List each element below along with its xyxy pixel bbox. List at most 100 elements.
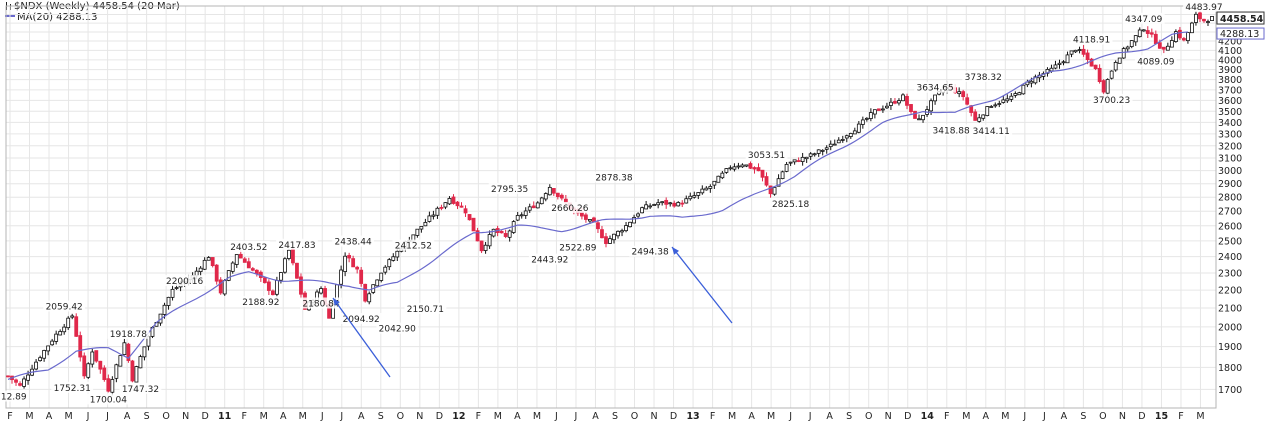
candle — [102, 365, 107, 382]
candle-body — [543, 193, 548, 200]
candle — [604, 232, 608, 248]
candle — [1125, 45, 1130, 52]
candle-body — [266, 281, 271, 291]
candle-body — [82, 355, 87, 377]
candle-body — [367, 293, 372, 303]
candle-body — [1113, 62, 1118, 71]
annotation-bg — [332, 235, 375, 247]
annotation-bg — [300, 297, 342, 309]
x-tick-label: 11 — [218, 411, 231, 422]
annotation-bg — [163, 275, 206, 287]
candle-body — [423, 222, 428, 227]
candle — [780, 170, 785, 180]
candle — [1085, 49, 1090, 65]
candle-body — [909, 104, 913, 113]
candle — [985, 106, 990, 117]
candle — [475, 227, 480, 242]
candle-body — [1021, 84, 1026, 95]
candle — [728, 165, 733, 171]
candle — [242, 257, 247, 263]
candle-body — [555, 192, 560, 198]
candle — [933, 94, 937, 105]
annotation-label: 2443.92 — [531, 256, 568, 266]
candle — [957, 87, 962, 98]
candle-body — [471, 217, 476, 232]
candle-body — [712, 180, 717, 186]
ma-last-label: 4288.13 — [1220, 29, 1259, 40]
candle — [820, 149, 825, 156]
candle-body — [1137, 29, 1142, 38]
candle-body — [1053, 64, 1058, 69]
candle-body — [608, 238, 612, 244]
candle-body — [254, 269, 259, 275]
candle-body — [479, 240, 484, 252]
candle — [547, 184, 552, 196]
candle-body — [620, 230, 624, 233]
candle-body — [1177, 29, 1182, 39]
candle — [210, 257, 215, 268]
candle — [732, 163, 737, 172]
candle-body — [624, 225, 628, 232]
candle — [1069, 50, 1074, 58]
candle — [262, 277, 267, 284]
candle-body — [728, 167, 733, 170]
candle-body — [22, 378, 26, 387]
candle-body — [1129, 40, 1134, 47]
x-tick-label: M — [1196, 411, 1204, 422]
candle-body — [1145, 30, 1150, 34]
x-tick-label: M — [64, 411, 72, 422]
x-tick-label: J — [86, 411, 90, 422]
candle-body — [1065, 54, 1070, 64]
candle-body — [820, 149, 825, 152]
y-tick-label: 3900 — [1218, 65, 1242, 76]
candle — [6, 375, 10, 378]
annotation-bg — [1183, 0, 1225, 12]
candle — [832, 139, 837, 146]
candle-body — [636, 213, 640, 217]
candle — [138, 354, 143, 369]
candle — [66, 316, 71, 330]
x-tick-label: D — [904, 411, 911, 422]
candle-body — [772, 187, 777, 195]
candle-body — [905, 96, 909, 106]
candle-body — [965, 97, 970, 105]
annotation-bg — [528, 253, 571, 265]
candle — [246, 257, 251, 269]
candle — [22, 376, 26, 389]
candle-body — [796, 160, 801, 162]
candle-body — [18, 383, 22, 386]
candle — [1065, 51, 1070, 64]
candle — [218, 277, 223, 295]
candle — [435, 206, 440, 219]
candle — [447, 196, 452, 205]
candle-body — [363, 283, 368, 302]
candle-body — [299, 276, 303, 295]
x-tick-label: D — [436, 411, 443, 422]
y-tick-label: 4000 — [1218, 55, 1242, 66]
annotation-bg — [87, 393, 130, 405]
x-tick-label: S — [846, 411, 852, 422]
candle — [744, 164, 749, 168]
candle — [287, 249, 291, 261]
x-tick-label: D — [201, 411, 208, 422]
candle-body — [34, 361, 38, 370]
x-tick-label: F — [1178, 411, 1183, 422]
candle-body — [744, 164, 749, 167]
x-tick-label: 14 — [921, 411, 935, 422]
candle — [692, 191, 697, 199]
annotation-label: 3634.65 — [916, 84, 953, 94]
y-tick-label: 3100 — [1218, 154, 1242, 165]
candle-body — [989, 106, 994, 108]
candle-body — [94, 350, 99, 362]
candle — [612, 233, 616, 244]
candle-body — [1101, 80, 1106, 93]
candle-body — [491, 228, 496, 237]
candle — [126, 342, 131, 363]
annotation-label: 2188.92 — [242, 298, 279, 308]
x-tick-label: F — [710, 411, 715, 422]
candle — [1202, 18, 1206, 23]
candle — [74, 313, 79, 337]
candle-body — [427, 215, 432, 222]
annotation-label: 1700.04 — [90, 395, 127, 405]
candle — [624, 222, 628, 233]
